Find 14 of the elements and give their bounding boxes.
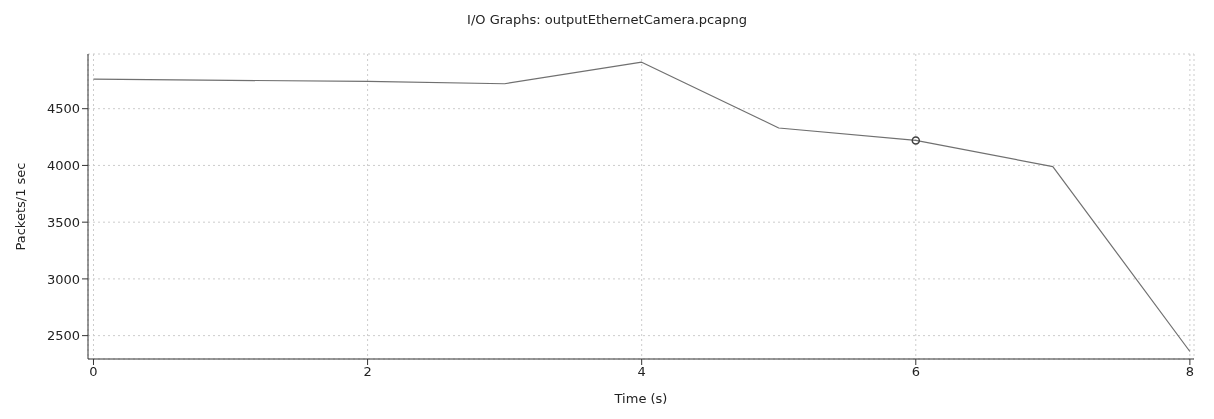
x-tick-label: 0 [89, 364, 98, 380]
x-axis-title: Time (s) [613, 391, 668, 406]
x-tick-label: 8 [1185, 364, 1195, 380]
y-tick-label: 4500 [46, 101, 80, 117]
chart-title: I/O Graphs: outputEthernetCamera.pcapng [466, 11, 748, 29]
y-tick-label: 4000 [46, 158, 80, 174]
x-tick-label: 2 [363, 364, 372, 380]
y-tick-label: 3500 [46, 214, 80, 230]
y-tick-label: 3000 [46, 271, 80, 287]
x-tick-label: 4 [637, 364, 646, 380]
x-tick-label: 6 [911, 364, 920, 380]
y-tick-label: 2500 [46, 328, 80, 344]
y-axis-title: Packets/1 sec [12, 162, 28, 251]
line-series [92, 61, 1191, 353]
